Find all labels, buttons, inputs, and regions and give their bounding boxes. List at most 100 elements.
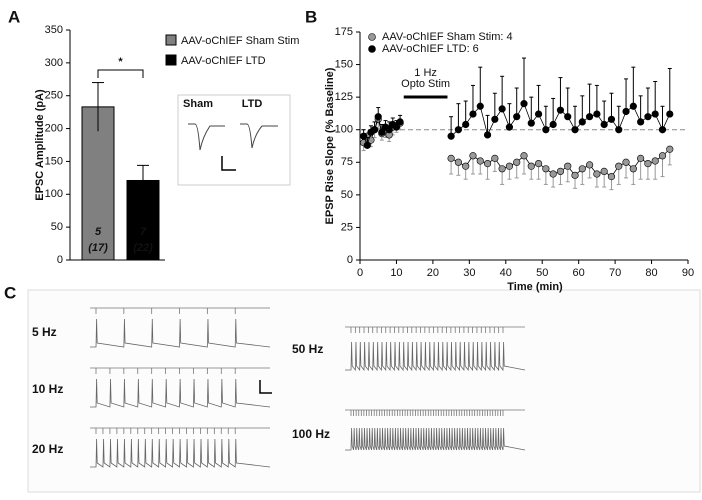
data-point (549, 120, 557, 129)
voltage-trace (90, 438, 271, 468)
x-axis-label: Time (min) (507, 281, 563, 293)
data-point (556, 106, 565, 114)
stim-trace (345, 326, 525, 333)
x-tick-label: 0 (357, 267, 363, 279)
data-point (607, 173, 616, 181)
data-point (593, 110, 601, 118)
bar (126, 179, 160, 261)
stim-trace (90, 427, 270, 434)
n-label: 5 (95, 226, 102, 238)
data-point (666, 145, 674, 153)
data-point (527, 162, 535, 170)
y-tick-label: 300 (45, 57, 63, 69)
y-tick-label: 25 (341, 221, 353, 233)
data-point (462, 120, 470, 129)
data-point (629, 102, 637, 110)
significance-bracket (97, 69, 144, 78)
data-point (527, 119, 535, 127)
data-point (542, 165, 550, 173)
data-point (644, 159, 652, 168)
y-tick-label: 250 (45, 90, 63, 102)
trace-label: 50 Hz (292, 342, 323, 356)
data-point (447, 132, 455, 140)
scale-bar (221, 156, 236, 171)
y-tick-label: 75 (341, 156, 353, 168)
trace-label: 5 Hz (32, 325, 57, 339)
data-point (564, 113, 572, 121)
y-tick-label: 200 (45, 122, 63, 134)
annotation: 1 Hz (414, 67, 437, 79)
data-point (651, 157, 659, 165)
voltage-trace (90, 378, 271, 408)
inset-trace (188, 123, 225, 151)
data-point (615, 126, 623, 134)
data-point (520, 152, 528, 160)
data-point (571, 171, 579, 179)
data-point (666, 110, 674, 118)
data-point (637, 118, 645, 126)
panel-c-frame (27, 289, 701, 493)
data-point (476, 102, 484, 110)
y-tick-label: 150 (335, 58, 353, 70)
y-tick-label: 150 (45, 155, 63, 167)
x-tick-label: 20 (427, 267, 439, 279)
y-axis-label: EPSC Amplitude (pA) (34, 89, 46, 201)
n-label: 7 (140, 226, 147, 238)
data-point (498, 105, 506, 113)
data-point (542, 126, 550, 134)
data-point (462, 162, 470, 170)
data-point (396, 118, 404, 126)
data-point (447, 154, 455, 162)
data-point (564, 162, 572, 170)
data-point (491, 115, 499, 123)
data-point (607, 115, 616, 123)
x-tick-label: 90 (682, 267, 694, 279)
significance: * (118, 56, 123, 68)
data-point (585, 161, 594, 169)
y-tick-label: 0 (57, 254, 63, 266)
x-tick-label: 80 (645, 267, 657, 279)
data-point (622, 158, 630, 166)
data-point (363, 141, 371, 149)
y-tick-label: 0 (347, 254, 353, 266)
x-tick-label: 70 (609, 267, 621, 279)
data-point (360, 132, 368, 140)
n-label: (22) (133, 242, 153, 254)
inset-label: Sham (183, 98, 213, 110)
legend-swatch (165, 34, 177, 46)
data-point (637, 154, 645, 162)
scale-bar (259, 380, 272, 394)
x-tick-label: 50 (536, 267, 548, 279)
legend-swatch (165, 54, 177, 66)
x-tick-label: 10 (390, 267, 402, 279)
stim-trace (345, 409, 525, 416)
x-tick-label: 30 (463, 267, 475, 279)
data-point (498, 165, 506, 173)
voltage-trace (345, 427, 526, 451)
data-point (454, 158, 463, 166)
legend-marker (368, 45, 376, 53)
data-point (578, 118, 586, 126)
y-tick-label: 100 (335, 124, 353, 136)
data-point (520, 100, 528, 108)
y-tick-label: 100 (45, 188, 63, 200)
data-point (370, 126, 379, 134)
data-point (534, 110, 543, 118)
trace-label: 10 Hz (32, 382, 63, 396)
data-point (644, 113, 652, 121)
trace-label: 20 Hz (32, 442, 63, 456)
x-tick-label: 60 (573, 267, 585, 279)
data-point (513, 113, 521, 121)
data-point (585, 113, 594, 121)
data-point (483, 159, 492, 168)
data-point (549, 170, 557, 178)
stim-trace (90, 307, 270, 314)
data-point (651, 110, 659, 118)
annotation: Opto Stim (401, 78, 450, 90)
data-point (483, 131, 492, 139)
data-point (378, 128, 386, 136)
data-point (600, 120, 608, 129)
data-point (556, 167, 565, 176)
y-axis-label: EPSP Rise Slope (% Baseline) (324, 67, 336, 224)
